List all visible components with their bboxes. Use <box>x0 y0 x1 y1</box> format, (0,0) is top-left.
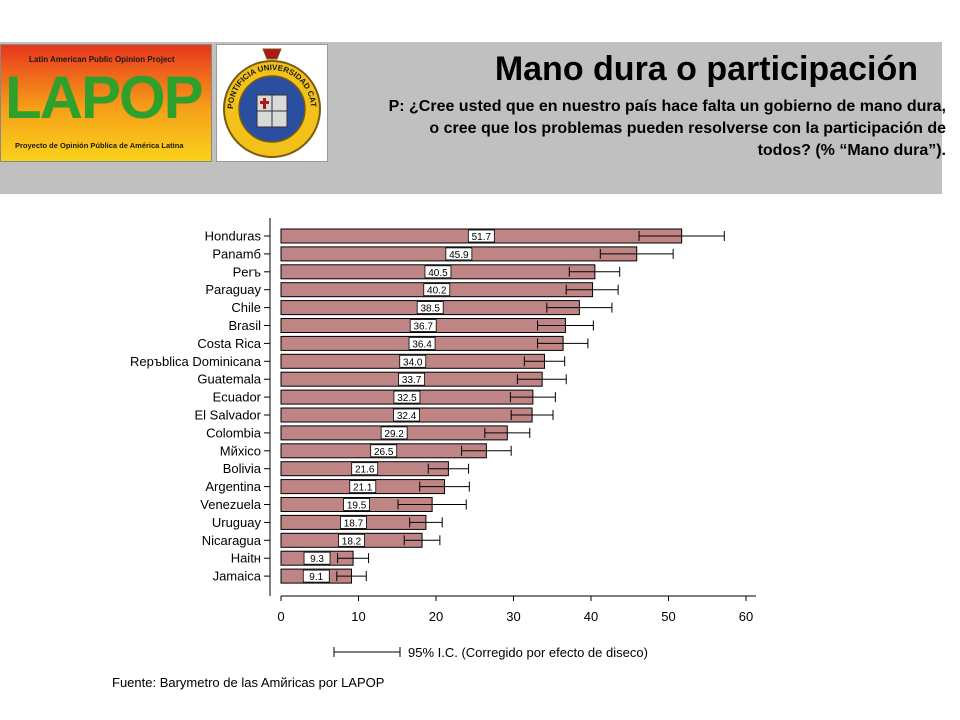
category-label: Chile <box>231 300 261 315</box>
value-label-box <box>351 462 379 476</box>
survey-question: P: ¿Cree usted que en nuestro país hace … <box>388 98 946 159</box>
value-label: 40.5 <box>428 268 448 279</box>
category-label: Argentina <box>205 479 261 494</box>
value-label: 36.4 <box>412 339 432 350</box>
category-label: Brasil <box>228 318 261 333</box>
category-label: Colombia <box>206 425 262 440</box>
lapop-logo: Latin American Public Opinion Project LA… <box>0 44 212 162</box>
x-tick-label: 0 <box>277 609 284 624</box>
legend-label: 95% I.C. (Corregido por efecto de diseco… <box>408 645 648 660</box>
value-label-box <box>393 390 421 404</box>
value-label: 18.2 <box>342 536 362 547</box>
value-label-box <box>416 301 444 315</box>
category-label: Uruguay <box>212 515 262 530</box>
x-tick-label: 50 <box>661 609 675 624</box>
value-label: 9.1 <box>309 572 323 583</box>
value-label-box <box>302 569 330 583</box>
value-label: 40.2 <box>427 286 447 297</box>
value-label-box <box>338 533 365 547</box>
category-label: El Salvador <box>195 408 262 423</box>
page-title: Mano dura o participación <box>494 50 918 88</box>
value-label: 32.5 <box>397 393 417 404</box>
x-tick-label: 20 <box>429 609 443 624</box>
value-label-box <box>303 551 331 565</box>
value-label: 32.4 <box>397 411 417 422</box>
value-label: 9.3 <box>310 554 324 565</box>
value-label: 21.6 <box>355 465 375 476</box>
lapop-logo-bottom-text: Proyecto de Opinión Pública de América L… <box>15 141 184 150</box>
x-tick-label: 30 <box>506 609 520 624</box>
value-label-box <box>393 408 420 422</box>
value-label-box <box>409 319 437 332</box>
category-label: Guatemala <box>197 372 261 387</box>
value-label: 34.0 <box>403 357 423 368</box>
value-label: 29.2 <box>384 429 404 440</box>
category-label: Panamб <box>212 246 261 261</box>
lapop-logo-top-text: Latin American Public Opinion Project <box>29 55 175 64</box>
university-seal: PONTIFICIA UNIVERSIDAD CATOLICA DE CHILE <box>214 38 328 162</box>
value-label: 21.1 <box>353 483 373 494</box>
value-label-box <box>349 480 377 494</box>
university-seal-icon: PONTIFICIA UNIVERSIDAD CATOLICA DE CHILE <box>214 38 321 158</box>
value-label: 26.5 <box>374 447 394 458</box>
value-label: 19.5 <box>347 501 367 512</box>
value-label: 36.7 <box>413 322 433 333</box>
x-tick-label: 10 <box>351 609 365 624</box>
value-label: 33.7 <box>402 375 422 386</box>
value-label-box <box>340 516 367 529</box>
value-label-box <box>370 444 398 458</box>
value-label-box <box>408 336 436 350</box>
value-label-box <box>423 283 451 297</box>
category-label: Nicaragua <box>202 533 262 548</box>
value-label-box <box>399 354 427 368</box>
x-tick-label: 40 <box>584 609 598 624</box>
category-label: Paraguay <box>205 282 261 297</box>
x-tick-label: 60 <box>739 609 753 624</box>
value-label: 51.7 <box>472 232 492 243</box>
value-label-box <box>467 229 495 243</box>
value-label: 18.7 <box>344 518 364 529</box>
category-label: Ecuador <box>213 390 262 405</box>
value-label-box <box>398 372 425 386</box>
category-label: Bolivia <box>223 461 262 476</box>
value-label-box <box>445 247 473 261</box>
category-label: Mйxico <box>220 443 261 458</box>
source-note: Fuente: Barymetro de las Amйricas por LA… <box>112 675 385 690</box>
lapop-logo-word: LAPOP <box>5 64 204 131</box>
value-label-box <box>380 426 408 440</box>
value-label-box <box>424 265 452 279</box>
category-label: Jamaica <box>213 569 262 584</box>
value-label-box <box>343 498 370 511</box>
category-label: Repъblica Dominicana <box>130 354 262 369</box>
value-label: 38.5 <box>420 304 440 315</box>
category-label: Perъ <box>233 264 261 279</box>
category-label: Honduras <box>205 229 262 244</box>
value-label: 45.9 <box>449 250 469 261</box>
category-label: Venezuela <box>200 497 261 512</box>
category-label: Costa Rica <box>197 336 261 351</box>
category-label: Haitн <box>231 551 261 566</box>
